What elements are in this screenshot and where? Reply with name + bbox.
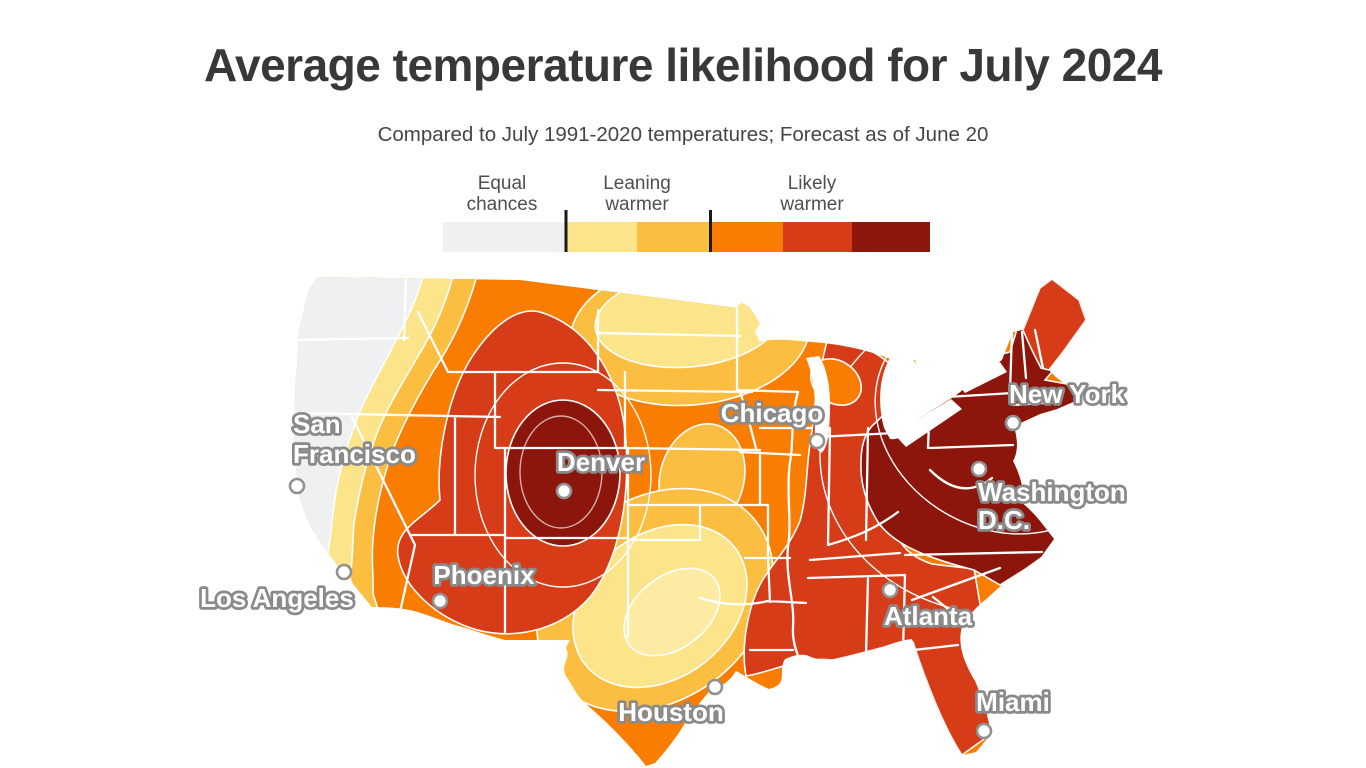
city-dot-miami [975, 722, 993, 740]
legend-label-likely-warmer-line2: warmer [779, 194, 844, 215]
city-label-san-francisco-line2: Francisco [293, 439, 416, 469]
legend-swatch-leaning-1 [566, 222, 637, 252]
city-label-los-angeles: Los Angeles [200, 583, 354, 613]
page-title: Average temperature likelihood for July … [204, 39, 1163, 91]
legend-label-leaning-warmer-line2: warmer [604, 194, 669, 215]
page-subtitle: Compared to July 1991-2020 temperatures;… [377, 123, 989, 146]
legend-swatch-likely-3 [852, 222, 930, 252]
city-label-miami: Miami [976, 687, 1050, 717]
legend: Equal chances Leaning warmer Likely warm… [443, 173, 930, 252]
city-dot-denver [555, 482, 573, 500]
city-label-new-york: New York [1009, 379, 1126, 409]
city-label-chicago: Chicago [721, 398, 824, 428]
city-dot-phoenix [431, 592, 449, 610]
legend-swatch-equal-chances [443, 222, 566, 252]
us-map [293, 277, 1086, 766]
lake-superior [755, 303, 915, 362]
contour-denver-inner [519, 415, 603, 529]
great-lakes [755, 303, 1007, 453]
legend-swatch-likely-1 [712, 222, 783, 252]
city-label-houston: Houston [618, 697, 723, 727]
city-label-denver: Denver [557, 447, 645, 477]
legend-label-equal-chances-line2: chances [467, 194, 538, 215]
contour-rockies-outer [474, 362, 652, 588]
zone-leaning0-texas-core [623, 567, 721, 657]
lake-huron [880, 347, 921, 440]
legend-label-leaning-warmer-line1: Leaning [603, 173, 671, 194]
legend-label-likely-warmer-line1: Likely [788, 173, 837, 194]
legend-divider-1 [564, 210, 568, 252]
city-label-washington-dc-line1: Washington [978, 477, 1126, 507]
legend-label-equal-chances-line1: Equal [478, 173, 527, 194]
legend-swatch-leaning-2 [637, 222, 710, 252]
city-label-washington-dc-line2: D.C. [978, 505, 1030, 535]
lake-erie [894, 399, 962, 447]
city-dots [288, 414, 1022, 740]
city-dot-los-angeles [335, 563, 353, 581]
legend-swatch-likely-2 [783, 222, 852, 252]
city-dot-san-francisco [288, 477, 306, 495]
city-label-atlanta: Atlanta [884, 601, 973, 631]
city-label-san-francisco-line1: San [293, 409, 341, 439]
city-dot-chicago [808, 432, 826, 450]
city-labels: San Francisco Los Angeles Phoenix Denver… [197, 376, 1128, 730]
city-dot-washington-dc [970, 460, 988, 478]
city-dot-atlanta [881, 581, 899, 599]
city-dot-new-york [1004, 414, 1022, 432]
legend-divider-2 [709, 210, 712, 252]
lake-ontario [957, 362, 1007, 393]
lake-michigan [806, 356, 830, 453]
city-dot-houston [706, 678, 724, 696]
city-label-phoenix: Phoenix [433, 560, 535, 590]
